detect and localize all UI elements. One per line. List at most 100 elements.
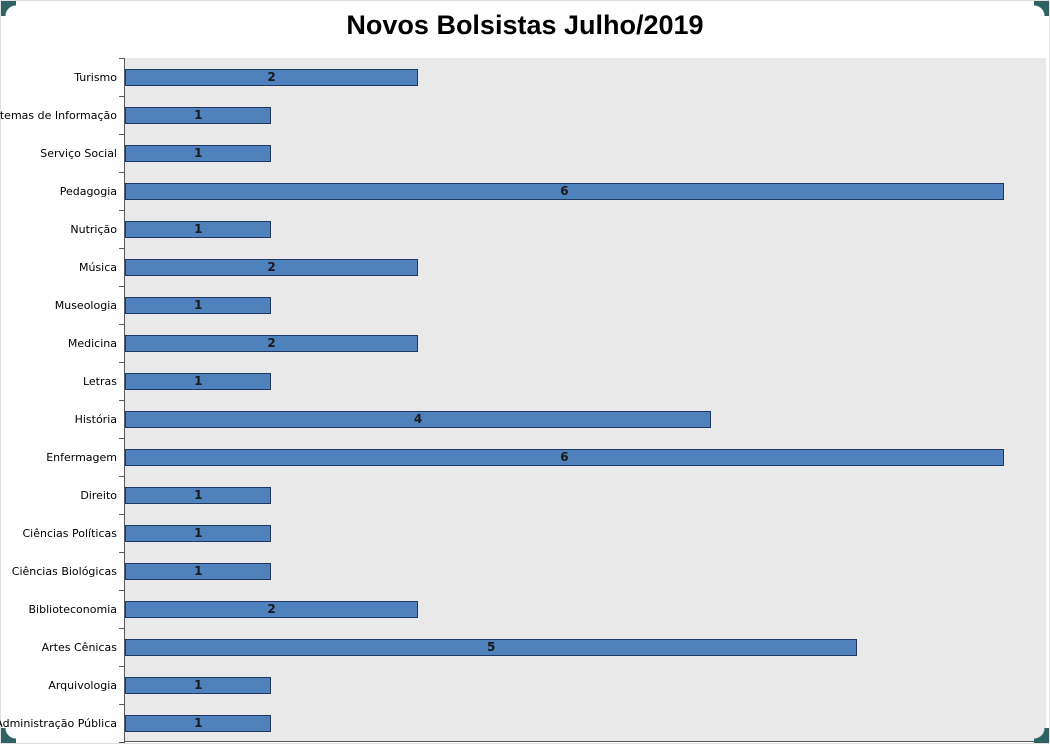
corner-accent-bottom-left bbox=[1, 728, 16, 743]
chart-row: 1 bbox=[125, 134, 1045, 172]
chart-row: 6 bbox=[125, 438, 1045, 476]
chart-row: 1 bbox=[125, 514, 1045, 552]
bar: 1 bbox=[125, 106, 272, 124]
category-label: Medicina bbox=[67, 336, 117, 350]
category-label: História bbox=[74, 412, 117, 426]
axis-tick bbox=[119, 400, 125, 401]
bar: 6 bbox=[125, 448, 1004, 466]
bar-value-label: 1 bbox=[194, 146, 203, 160]
bar-value-label: 5 bbox=[487, 640, 496, 654]
bar-value-label: 4 bbox=[413, 412, 423, 426]
category-label: Arquivologia bbox=[48, 678, 117, 692]
category-label: Biblioteconomia bbox=[28, 602, 118, 616]
category-label: Turismo bbox=[74, 70, 117, 84]
axis-tick bbox=[119, 58, 125, 59]
chart-row: 5 bbox=[125, 628, 1045, 666]
bar: 1 bbox=[125, 296, 272, 314]
chart-row: 2 bbox=[125, 248, 1045, 286]
bar: 4 bbox=[125, 410, 711, 428]
category-label: Ciências Biológicas bbox=[11, 564, 117, 578]
category-label: Nutrição bbox=[70, 222, 117, 236]
bar: 1 bbox=[125, 562, 272, 580]
bar-value-label: 6 bbox=[560, 450, 569, 464]
bar-value-label: 2 bbox=[267, 602, 276, 616]
corner-accent-top-left bbox=[1, 1, 16, 16]
bar-value-label: 2 bbox=[267, 70, 276, 84]
chart-row: 2 bbox=[125, 590, 1045, 628]
bar: 2 bbox=[125, 334, 418, 352]
bar-value-label: 6 bbox=[560, 184, 569, 198]
bar: 1 bbox=[125, 220, 272, 238]
plot-area bbox=[124, 58, 1046, 742]
category-labels: Turismo Sistemas de Informação Serviço Soc… bbox=[0, 58, 120, 742]
bar-value-label: 1 bbox=[194, 298, 203, 312]
bar-value-label: 1 bbox=[194, 108, 203, 122]
axis-tick bbox=[119, 324, 125, 325]
bar: 1 bbox=[125, 676, 272, 694]
chart-row: 1 bbox=[125, 552, 1045, 590]
chart-row: 1 bbox=[125, 286, 1045, 324]
axis-tick bbox=[119, 742, 125, 743]
chart-row: 2 bbox=[125, 324, 1045, 362]
axis-tick bbox=[119, 248, 125, 249]
bar-value-label: 1 bbox=[194, 488, 203, 502]
category-label: Serviço Social bbox=[40, 146, 117, 160]
category-label: Enfermagem bbox=[46, 450, 117, 464]
category-label: Sistemas de Informação bbox=[0, 108, 117, 122]
bar: 1 bbox=[125, 486, 272, 504]
category-label: Música bbox=[78, 260, 117, 274]
axis-tick bbox=[119, 628, 125, 629]
axis-tick bbox=[119, 704, 125, 705]
bar-value-label: 2 bbox=[267, 336, 276, 350]
chart-row: 6 bbox=[125, 172, 1045, 210]
bar: 2 bbox=[125, 258, 418, 276]
chart-row: 1 bbox=[125, 704, 1045, 742]
corner-accent-top-right bbox=[1034, 1, 1049, 16]
category-label: Ciências Políticas bbox=[22, 526, 117, 540]
category-label: Pedagogia bbox=[59, 184, 117, 198]
axis-tick bbox=[119, 590, 125, 591]
axis-tick bbox=[119, 362, 125, 363]
bar-value-label: 1 bbox=[194, 222, 203, 236]
corner-accent-bottom-right bbox=[1034, 728, 1049, 743]
bar-value-label: 1 bbox=[194, 564, 203, 578]
category-label: Administração Pública bbox=[0, 716, 117, 730]
bar: 5 bbox=[125, 638, 858, 656]
bar: 2 bbox=[125, 600, 418, 618]
chart-title: Novos Bolsistas Julho/2019 bbox=[346, 10, 704, 40]
bar-value-label: 1 bbox=[194, 526, 203, 540]
bar-value-label: 1 bbox=[194, 374, 203, 388]
chart-row: 4 bbox=[125, 400, 1045, 438]
chart-row: 2 bbox=[125, 58, 1045, 96]
bar: 1 bbox=[125, 372, 272, 390]
axis-tick bbox=[119, 514, 125, 515]
bar: 1 bbox=[125, 524, 272, 542]
axis-tick bbox=[119, 134, 125, 135]
bar-value-label: 1 bbox=[194, 716, 203, 730]
category-label: Artes Cênicas bbox=[41, 640, 117, 654]
chart-row: 1 bbox=[125, 96, 1045, 134]
bar-value-label: 2 bbox=[267, 260, 276, 274]
bar: 1 bbox=[125, 714, 272, 732]
category-label: Letras bbox=[82, 374, 117, 388]
axis-tick bbox=[119, 210, 125, 211]
axis-tick bbox=[119, 172, 125, 173]
axis-tick bbox=[119, 286, 125, 287]
bar: 6 bbox=[125, 182, 1004, 200]
axis-tick bbox=[119, 552, 125, 553]
axis-tick bbox=[119, 666, 125, 667]
axis-ticks bbox=[119, 58, 125, 743]
category-label: Museologia bbox=[54, 298, 117, 312]
chart-row: 1 bbox=[125, 666, 1045, 704]
axis-tick bbox=[119, 96, 125, 97]
axis-tick bbox=[119, 476, 125, 477]
chart-row: 1 bbox=[125, 210, 1045, 248]
category-label: Direito bbox=[80, 488, 117, 502]
chart-row: 1 bbox=[125, 476, 1045, 514]
axis-tick bbox=[119, 438, 125, 439]
bar: 2 bbox=[125, 68, 418, 86]
bar: 1 bbox=[125, 144, 272, 162]
chart-row: 1 bbox=[125, 362, 1045, 400]
